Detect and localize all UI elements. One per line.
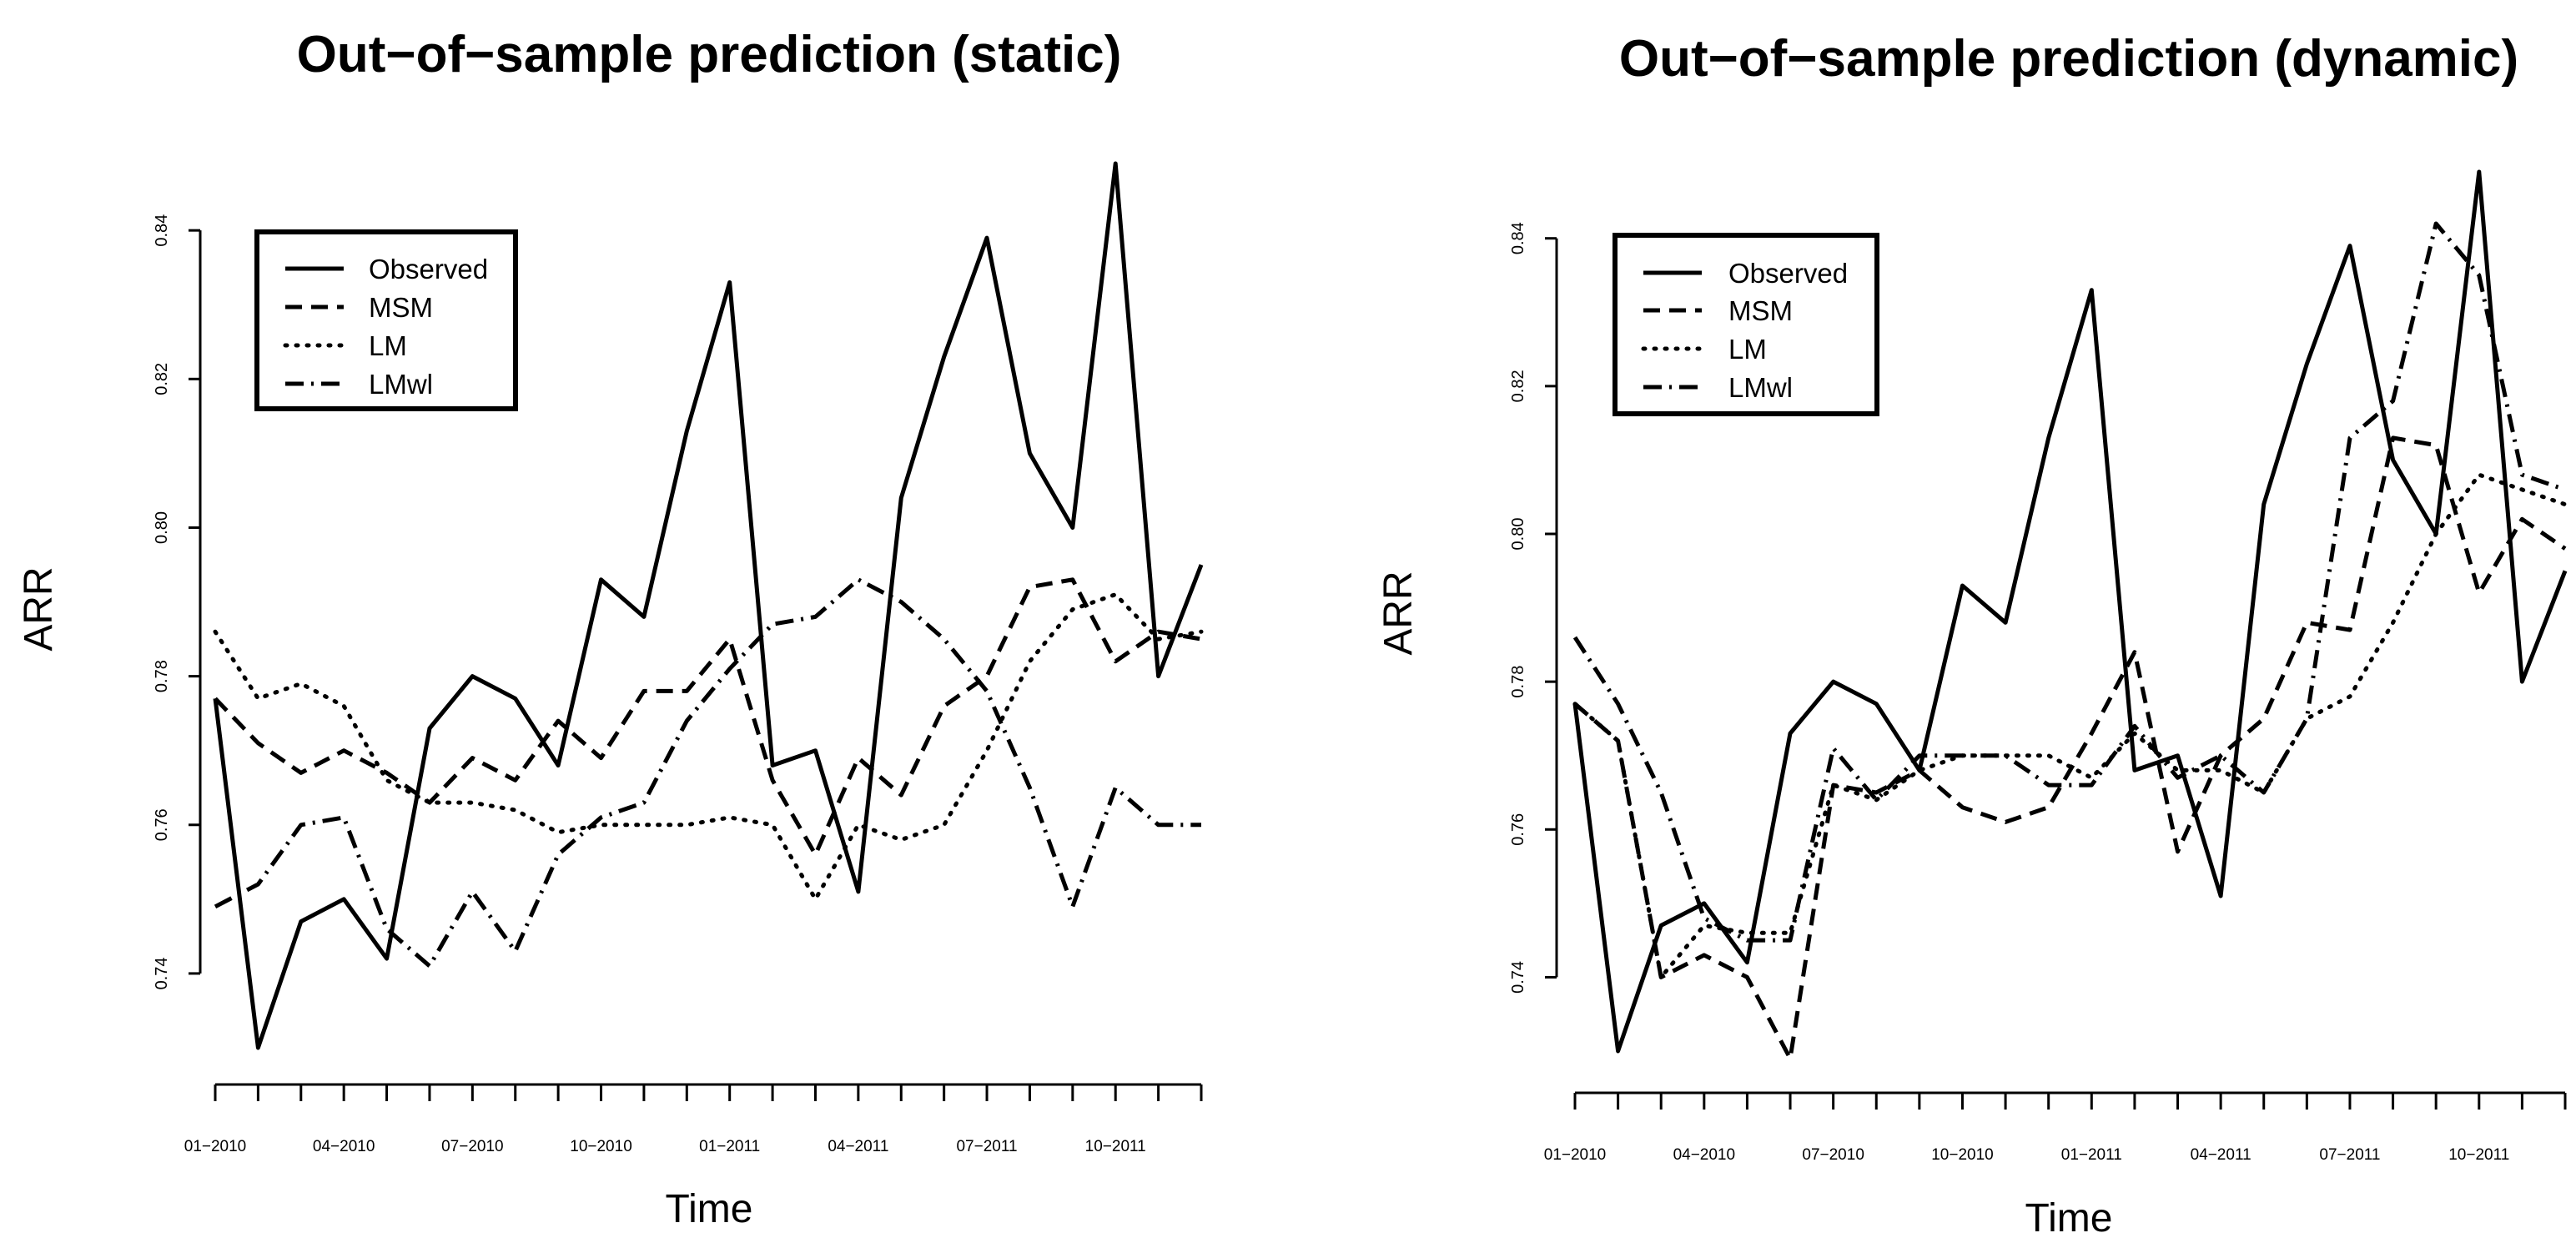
legend-label-msm-static: MSM (369, 292, 433, 323)
y-tick-label-static-1: 0.76 (153, 808, 171, 841)
legend-dynamic: Observed MSM LM LMwl (1613, 233, 1879, 416)
chart-title-dynamic: Out−of−sample prediction (dynamic) (1619, 30, 2518, 88)
y-tick-label-static-0: 0.74 (153, 957, 171, 989)
legend-box-dynamic (1613, 233, 1879, 416)
series-line-lm-static (213, 592, 1204, 902)
x-tick-label-dynamic-7: 10−2011 (2448, 1146, 2509, 1164)
y-tick-label-static-5: 0.84 (153, 214, 171, 247)
x-tick-label-static-3: 10−2010 (570, 1138, 632, 1155)
x-axis-ticks-static: 01−2010 04−2010 07−2010 10−2010 01−2011 04−20… (184, 1083, 1203, 1155)
y-tick-label-dynamic-3: 0.80 (1509, 518, 1527, 551)
legend-label-observed-dynamic: Observed (1728, 258, 1848, 289)
panel-static: Out−of−sample prediction (static) ARR Ti… (17, 26, 1204, 1231)
chart-title-static: Out−of−sample prediction (static) (297, 26, 1122, 83)
y-tick-label-dynamic-0: 0.74 (1509, 961, 1527, 994)
x-tick-label-dynamic-4: 01−2011 (2061, 1146, 2122, 1164)
y-axis-ticks-static: 0.74 0.76 0.78 0.80 0.82 0.84 (153, 214, 202, 989)
legend-label-lm-static: LM (369, 330, 407, 361)
y-tick-label-dynamic-4: 0.82 (1509, 370, 1527, 402)
series-group-static (213, 161, 1204, 1050)
x-tick-label-dynamic-2: 07−2010 (1802, 1146, 1864, 1164)
series-line-msm-static (214, 577, 1202, 857)
legend-label-lm-dynamic: LM (1728, 334, 1767, 365)
series-line-lmwl-dynamic (1572, 221, 2566, 943)
y-axis-label-dynamic: ARR (1376, 571, 1421, 655)
series-line-observed-static (213, 161, 1204, 1050)
x-tick-label-dynamic-6: 07−2011 (2319, 1146, 2380, 1164)
legend-label-observed-static: Observed (369, 254, 488, 284)
x-tick-label-dynamic-3: 10−2010 (1931, 1146, 1994, 1164)
panel-dynamic: Out−of−sample prediction (dynamic) ARR T… (1376, 30, 2568, 1240)
legend-label-lmwl-static: LMwl (369, 369, 433, 400)
legend-label-lmwl-dynamic: LMwl (1728, 372, 1793, 403)
x-tick-label-dynamic-1: 04−2010 (1673, 1146, 1736, 1164)
x-tick-label-static-1: 04−2010 (313, 1138, 375, 1155)
series-group-dynamic (1572, 169, 2568, 1061)
series-line-observed-dynamic (1572, 169, 2568, 1054)
y-tick-label-dynamic-1: 0.76 (1509, 813, 1527, 846)
y-tick-label-static-4: 0.82 (153, 363, 171, 395)
y-tick-label-dynamic-2: 0.78 (1509, 666, 1527, 698)
legend-box-static (254, 229, 518, 411)
x-tick-label-dynamic-5: 04−2011 (2191, 1146, 2251, 1164)
x-tick-label-static-7: 10−2011 (1085, 1138, 1146, 1155)
y-tick-label-dynamic-5: 0.84 (1509, 222, 1527, 254)
x-tick-label-static-0: 01−2010 (184, 1138, 247, 1155)
x-axis-label-dynamic: Time (2025, 1196, 2113, 1240)
x-tick-label-static-6: 07−2011 (956, 1138, 1017, 1155)
legend-static: Observed MSM LM LMwl (254, 229, 518, 411)
y-axis-ticks-dynamic: 0.74 0.76 0.78 0.80 0.82 0.84 (1509, 222, 1558, 994)
legend-label-msm-dynamic: MSM (1728, 295, 1793, 326)
y-tick-label-static-3: 0.80 (153, 511, 171, 544)
y-tick-label-static-2: 0.78 (153, 660, 171, 692)
x-tick-label-static-5: 04−2011 (828, 1138, 888, 1155)
series-line-lm-dynamic (1572, 472, 2568, 979)
x-tick-label-dynamic-0: 01−2010 (1544, 1146, 1607, 1164)
series-line-lmwl-static (214, 577, 1201, 969)
x-tick-label-static-4: 01−2011 (699, 1138, 760, 1155)
x-axis-ticks-dynamic: 01−2010 04−2010 07−2010 10−2010 01−2011 04−20… (1544, 1091, 2567, 1164)
x-axis-label-static: Time (666, 1187, 753, 1231)
y-axis-label-static: ARR (17, 566, 61, 651)
x-tick-label-static-2: 07−2010 (441, 1138, 504, 1155)
series-line-msm-dynamic (1573, 435, 2567, 1061)
